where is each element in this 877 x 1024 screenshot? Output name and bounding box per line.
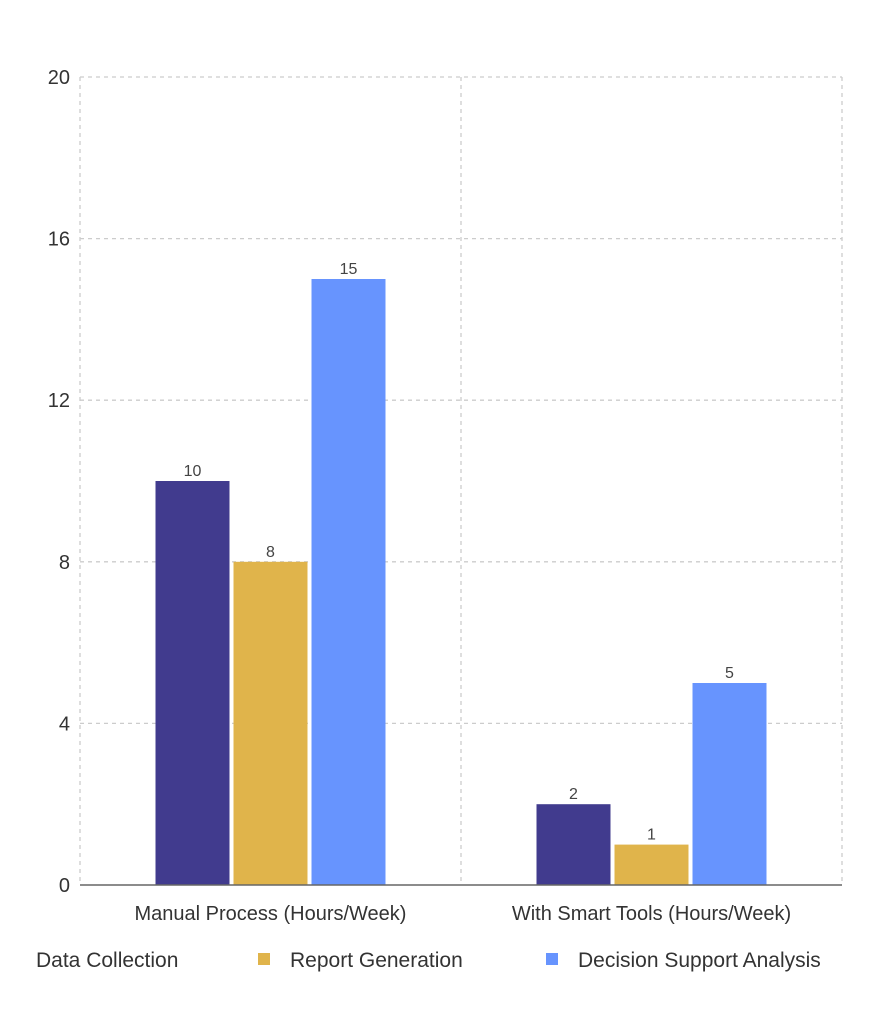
- y-axis-ticks: 0 4 8 12 16 20: [48, 67, 70, 897]
- x-category-label: With Smart Tools (Hours/Week): [512, 903, 791, 925]
- bar: [614, 844, 689, 885]
- bar-value-label: 1: [647, 827, 656, 844]
- x-category-label: Manual Process (Hours/Week): [135, 903, 407, 925]
- bar: [692, 683, 767, 885]
- bar-value-label: 5: [725, 665, 734, 682]
- y-tick-label: 16: [48, 229, 70, 251]
- legend-item-label: Decision Support Analysis: [578, 949, 821, 972]
- x-axis-categories: Manual Process (Hours/Week) With Smart To…: [135, 903, 792, 925]
- y-tick-label: 4: [59, 713, 70, 735]
- bar: [311, 279, 386, 885]
- bar-value-label: 2: [569, 786, 578, 803]
- y-tick-label: 8: [59, 552, 70, 574]
- legend: Data Collection Report Generation Decision…: [36, 949, 821, 972]
- bar: [233, 561, 308, 885]
- bar-value-label: 10: [184, 463, 202, 480]
- legend-swatch: [546, 953, 558, 965]
- bar-value-label: 8: [266, 544, 275, 561]
- y-tick-label: 20: [48, 67, 70, 89]
- y-tick-label: 0: [59, 875, 70, 897]
- y-tick-label: 12: [48, 390, 70, 412]
- legend-swatch: [258, 953, 270, 965]
- bar: [536, 804, 611, 885]
- bar-value-label: 15: [340, 261, 358, 278]
- legend-item-label: Report Generation: [290, 949, 463, 972]
- bars: [155, 279, 767, 885]
- bar: [155, 481, 230, 885]
- legend-item-label: Data Collection: [36, 949, 178, 972]
